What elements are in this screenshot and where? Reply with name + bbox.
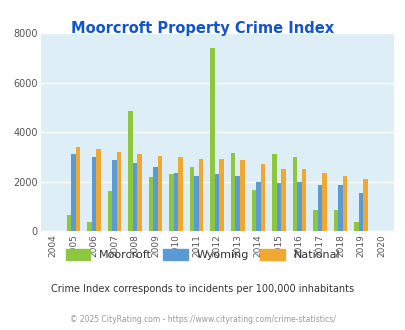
Bar <box>219 159 224 231</box>
Bar <box>260 164 264 231</box>
Bar <box>117 152 121 231</box>
Bar <box>66 215 71 231</box>
Bar <box>353 222 358 231</box>
Bar <box>342 176 346 231</box>
Bar <box>132 163 137 231</box>
Bar <box>210 48 214 231</box>
Bar <box>239 160 244 231</box>
Bar <box>137 154 141 231</box>
Bar <box>149 177 153 231</box>
Bar <box>169 174 173 231</box>
Bar <box>107 191 112 231</box>
Bar <box>296 182 301 231</box>
Bar <box>256 182 260 231</box>
Bar <box>71 154 75 231</box>
Bar <box>75 147 80 231</box>
Bar <box>112 160 117 231</box>
Bar <box>317 185 321 231</box>
Bar <box>158 155 162 231</box>
Bar <box>321 173 326 231</box>
Bar <box>153 167 158 231</box>
Bar <box>271 154 276 231</box>
Bar <box>276 183 280 231</box>
Text: Moorcroft Property Crime Index: Moorcroft Property Crime Index <box>71 21 334 36</box>
Bar <box>235 176 239 231</box>
Bar <box>312 211 317 231</box>
Bar <box>337 185 342 231</box>
Bar <box>178 157 183 231</box>
Bar <box>358 193 362 231</box>
Bar <box>292 157 296 231</box>
Bar <box>87 222 92 231</box>
Bar <box>301 169 305 231</box>
Bar <box>194 176 198 231</box>
Text: © 2025 CityRating.com - https://www.cityrating.com/crime-statistics/: © 2025 CityRating.com - https://www.city… <box>70 315 335 324</box>
Bar <box>214 174 219 231</box>
Bar <box>173 173 178 231</box>
Bar <box>128 111 132 231</box>
Bar <box>362 179 367 231</box>
Text: Crime Index corresponds to incidents per 100,000 inhabitants: Crime Index corresponds to incidents per… <box>51 284 354 294</box>
Bar <box>96 149 100 231</box>
Legend: Moorcroft, Wyoming, National: Moorcroft, Wyoming, National <box>66 249 339 260</box>
Bar <box>333 211 337 231</box>
Bar <box>198 159 203 231</box>
Bar <box>92 157 96 231</box>
Bar <box>280 169 285 231</box>
Bar <box>230 153 235 231</box>
Bar <box>190 167 194 231</box>
Bar <box>251 190 256 231</box>
